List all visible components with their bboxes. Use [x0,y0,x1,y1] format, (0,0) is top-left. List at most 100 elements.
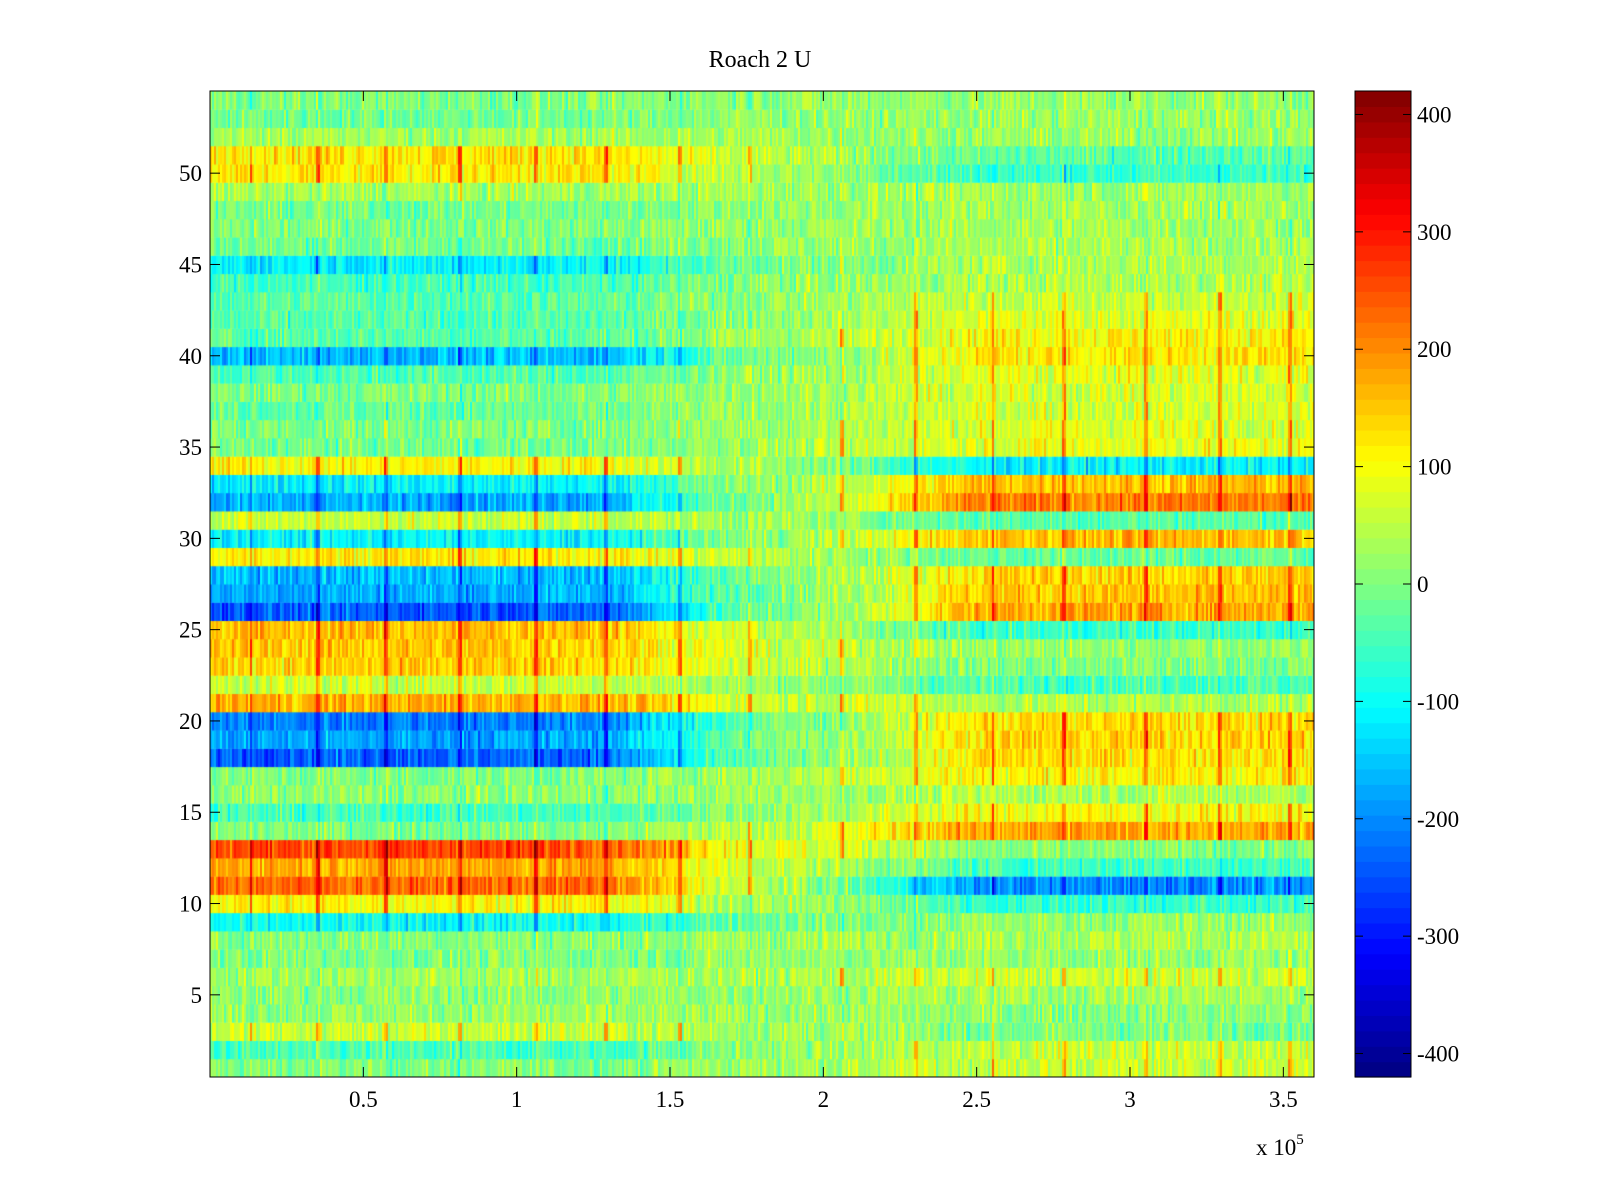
colorbar-band [1355,584,1411,601]
colorbar-band [1355,907,1411,924]
colorbar-band [1355,1061,1411,1078]
colorbar-band [1355,614,1411,631]
colorbar-band [1355,137,1411,154]
colorbar-band [1355,198,1411,215]
colorbar-band [1355,892,1411,909]
colorbar-tick-label: -100 [1417,689,1459,714]
colorbar-tick-label: -200 [1417,807,1459,832]
x-axis-exponent: x 105 [1256,1132,1304,1160]
colorbar-band [1355,275,1411,292]
heatmap-plot-area [210,91,1314,1077]
colorbar-band [1355,506,1411,523]
colorbar-band [1355,368,1411,385]
y-tick-label: 30 [179,526,202,551]
x-tick-label: 3 [1124,1087,1136,1112]
y-tick-label: 45 [179,252,202,277]
colorbar-band [1355,291,1411,308]
y-tick-label: 15 [179,800,202,825]
colorbar-band [1355,1046,1411,1063]
colorbar-band [1355,445,1411,462]
colorbar-band [1355,876,1411,893]
colorbar-band [1355,522,1411,539]
colorbar-band [1355,984,1411,1001]
colorbar-band [1355,245,1411,262]
colorbar-tick-label: 400 [1417,102,1452,127]
x-tick-label: 2 [818,1087,830,1112]
y-tick-label: 50 [179,161,202,186]
colorbar-band [1355,953,1411,970]
colorbar-band [1355,214,1411,231]
colorbar-band [1355,969,1411,986]
colorbar-band [1355,845,1411,862]
colorbar-band [1355,383,1411,400]
colorbar-band [1355,229,1411,246]
colorbar-band [1355,784,1411,801]
colorbar-band [1355,999,1411,1016]
colorbar-band [1355,738,1411,755]
colorbar-tick-label: 200 [1417,337,1452,362]
y-tick-label: 25 [179,618,202,643]
colorbar-band [1355,460,1411,477]
colorbar-tick-label: 100 [1417,455,1452,480]
colorbar-tick-label: 300 [1417,220,1452,245]
colorbar-band [1355,352,1411,369]
colorbar-band [1355,753,1411,770]
chart-title: Roach 2 U [709,47,812,73]
x-tick-label: 1.5 [656,1087,685,1112]
colorbar-band [1355,121,1411,138]
colorbar-band [1355,676,1411,693]
colorbar-band [1355,1030,1411,1047]
colorbar-band [1355,322,1411,339]
colorbar-band [1355,91,1411,108]
colorbar-band [1355,152,1411,169]
x-tick-label: 0.5 [349,1087,378,1112]
colorbar-band [1355,491,1411,508]
plot-frame [209,90,1315,1078]
y-tick-label: 20 [179,709,202,734]
colorbar-band [1355,861,1411,878]
heatmap-image [210,91,1314,1077]
colorbar-band [1355,799,1411,816]
y-tick-label: 10 [179,892,202,917]
colorbar-band [1355,183,1411,200]
colorbar-band [1355,661,1411,678]
colorbar-tick-label: -400 [1417,1042,1459,1067]
y-tick-label: 5 [191,983,203,1008]
x-tick-label: 1 [511,1087,523,1112]
colorbar-axis: -400 -300 -200 -100 0 100 200 300 400 [1355,102,1459,1067]
colorbar-band [1355,722,1411,739]
x-axis: 0.5 1 1.5 2 2.5 3 3.5 [349,91,1298,1112]
colorbar-tick-label: 0 [1417,572,1429,597]
colorbar-band [1355,630,1411,647]
colorbar-band [1355,553,1411,570]
colorbar-band [1355,938,1411,955]
x-tick-label: 3.5 [1269,1087,1298,1112]
colorbar-band [1355,429,1411,446]
x-exponent-power: 5 [1296,1132,1304,1148]
colorbar-band [1355,168,1411,185]
colorbar-band [1355,306,1411,323]
y-tick-label: 35 [179,435,202,460]
colorbar-band [1355,399,1411,416]
colorbar-band [1355,1015,1411,1032]
x-exponent-prefix: x 10 [1256,1135,1296,1160]
colorbar-band [1355,815,1411,832]
colorbar-band [1355,922,1411,939]
colorbar [1355,91,1411,1078]
colorbar-band [1355,768,1411,785]
colorbar-band [1355,106,1411,123]
colorbar-band [1355,476,1411,493]
colorbar-band [1355,599,1411,616]
colorbar-tick-label: -300 [1417,924,1459,949]
colorbar-band [1355,337,1411,354]
y-tick-label: 40 [179,344,202,369]
colorbar-band [1355,707,1411,724]
y-axis: 5 10 15 20 25 30 35 40 45 50 [179,161,1314,1008]
colorbar-band [1355,691,1411,708]
colorbar-band [1355,645,1411,662]
colorbar-band [1355,260,1411,277]
colorbar-band [1355,414,1411,431]
colorbar-band [1355,830,1411,847]
x-tick-label: 2.5 [962,1087,991,1112]
